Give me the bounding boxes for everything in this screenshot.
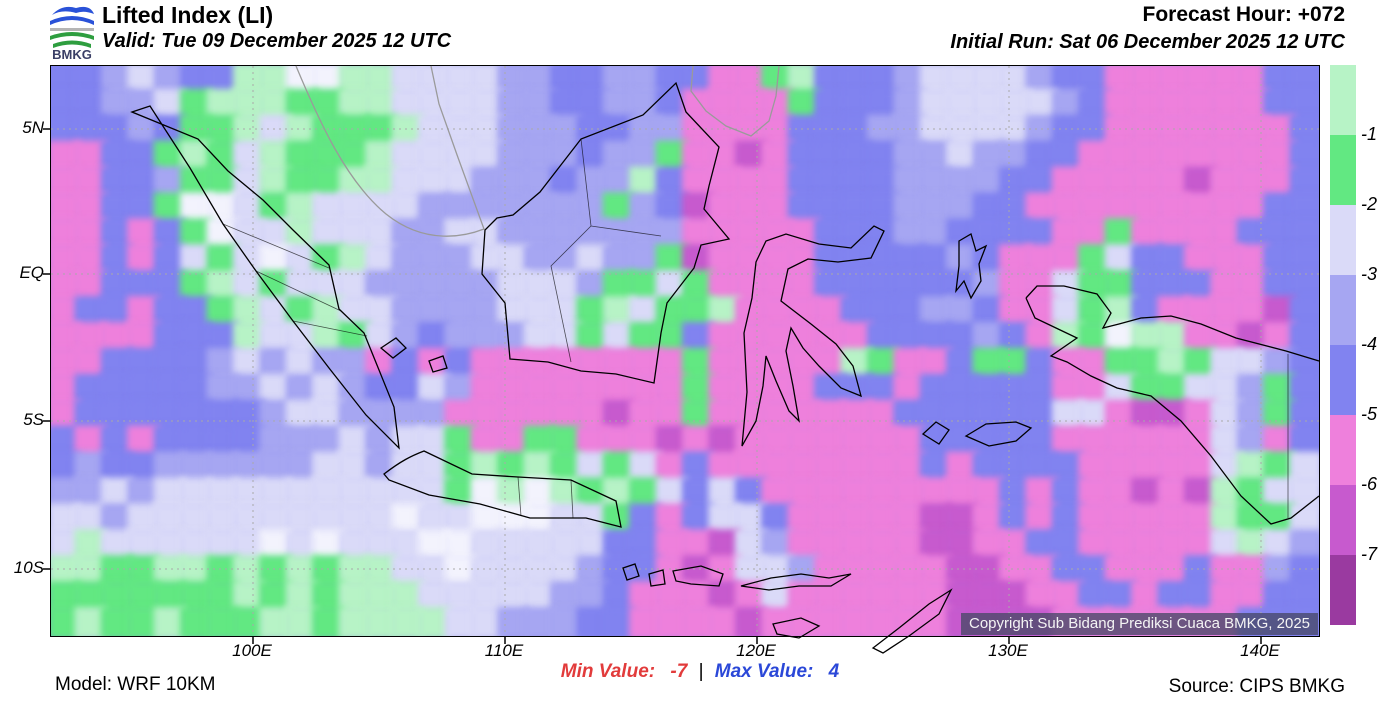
logo-text: BMKG [52,47,92,60]
coast-borneo [481,81,731,384]
colorbar-block [1330,275,1356,345]
logo-wave-blue [50,16,94,25]
coast-seram [964,421,1033,447]
colorbar-label: -3 [1361,264,1378,284]
valid-datetime: Valid: Tue 09 December 2025 12 UTC [102,30,452,52]
colorbar-label: -6 [1361,474,1378,494]
max-value: 4 [828,661,840,682]
coast-java [383,450,622,528]
copyright-badge: Copyright Sub Bidang Prediksi Cuaca BMKG… [960,613,1318,635]
colorbar-label: -2 [1361,194,1378,214]
colorbar [1330,65,1356,625]
coast-buru [921,421,950,445]
colorbar-block [1330,345,1356,415]
minmax-line: Min Value: -7 | Max Value: 4 [0,661,1400,683]
x-axis-label: 140E [1240,641,1280,660]
coast-sumbawa [672,565,724,587]
colorbar-label: -5 [1361,404,1378,424]
indonesia-coastlines [130,81,1320,654]
logo-wave-green-2 [53,40,91,48]
y-axis-label: 5S [23,410,44,429]
logo-wave-green-1 [50,32,94,40]
logo-cloud-shape [52,6,94,15]
colorbar-block [1330,485,1356,555]
colorbar-block [1330,555,1356,625]
logo-divider [50,28,94,31]
graticule [51,66,1319,636]
x-axis-label: 120E [736,641,776,660]
source-label: Source: CIPS BMKG [1168,676,1345,697]
axis-ticks [43,128,1262,644]
max-value-label: Max Value: [714,661,814,682]
admin-boundaries [222,138,1289,519]
minmax-separator: | [698,661,704,682]
map-panel: Copyright Sub Bidang Prediksi Cuaca BMKG… [43,65,1320,654]
coast-lombok [648,569,666,587]
colorbar-label: -7 [1361,544,1378,564]
coast-sumatra [130,105,400,450]
y-axis-label: 10S [13,558,44,577]
x-axis-label: 100E [232,641,272,660]
coast-timor [871,588,953,654]
coast-papua [1025,285,1320,525]
coast-bangka [379,337,407,359]
coast-bali [622,563,640,581]
colorbar-block [1330,135,1356,205]
colorbar-label: -1 [1361,124,1378,144]
y-axis-label: 5N [22,118,44,137]
x-axis-label: 110E [484,641,524,660]
initial-run: Initial Run: Sat 06 December 2025 12 UTC [950,31,1345,53]
li-field-canvas [51,66,1319,636]
foreign-coastlines [295,65,780,237]
coast-flores [740,573,852,591]
colorbar-block [1330,415,1356,485]
bmkg-logo: BMKG [50,6,94,60]
coast-sumba [772,617,821,639]
coast-belitung [428,355,448,373]
forecast-hour: Forecast Hour: +072 [1142,3,1346,26]
model-label: Model: WRF 10KM [55,674,216,695]
coastline-overlay [43,65,1320,654]
min-value-label: Min Value: [560,661,656,682]
colorbar-block [1330,65,1356,135]
x-axis-label: 130E [988,641,1028,660]
min-value: -7 [670,661,688,682]
y-axis-label: EQ [19,263,44,282]
page-title: Lifted Index (LI) [102,2,274,28]
colorbar-label: -4 [1361,334,1378,354]
colorbar-block [1330,205,1356,275]
coast-sulawesi [741,225,885,447]
coast-halmahera [955,233,988,300]
